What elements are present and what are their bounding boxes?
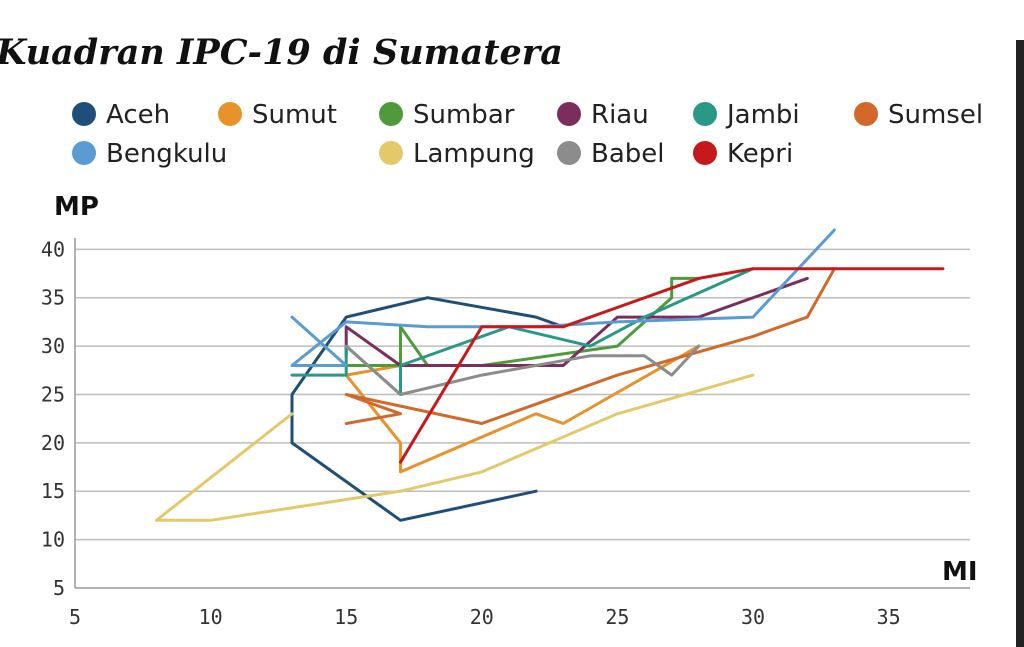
series-lines xyxy=(154,228,945,522)
y-tick-labels: 5 10 15 20 25 30 35 40 xyxy=(41,237,65,600)
legend-swatch-aceh xyxy=(72,102,96,126)
legend-item-riau: Riau xyxy=(557,100,649,130)
legend-item-jambi: Jambi xyxy=(693,100,800,130)
y-tick-25: 25 xyxy=(41,382,65,406)
series-line-aceh xyxy=(290,296,565,522)
x-tick-labels: 5 10 15 20 25 30 35 xyxy=(69,605,901,629)
legend-swatch-sumbar xyxy=(379,102,403,126)
legend-label-riau: Riau xyxy=(591,100,649,130)
legend-label-jambi: Jambi xyxy=(725,100,800,130)
legend-swatch-jambi xyxy=(693,102,717,126)
legend-label-sumut: Sumut xyxy=(252,100,337,130)
series-line-kepri xyxy=(399,267,945,464)
legend-label-bengkulu: Bengkulu xyxy=(106,139,227,169)
series-line-bengkulu xyxy=(290,228,836,367)
series-line-sumut xyxy=(344,344,701,474)
legend-item-kepri: Kepri xyxy=(693,139,793,169)
legend-item-sumsel: Sumsel xyxy=(854,100,983,130)
legend-swatch-sumut xyxy=(218,102,242,126)
chart-title: Kuadran IPC-19 di Sumatera xyxy=(0,32,563,73)
y-tick-5: 5 xyxy=(53,576,65,600)
x-tick-30: 30 xyxy=(741,605,765,629)
series-line-sumsel xyxy=(344,267,836,425)
y-tick-35: 35 xyxy=(41,286,65,310)
x-tick-15: 15 xyxy=(334,605,358,629)
x-tick-5: 5 xyxy=(69,605,81,629)
series-line-babel xyxy=(344,344,701,396)
legend-label-kepri: Kepri xyxy=(727,139,793,169)
legend-label-babel: Babel xyxy=(591,139,665,169)
legend-swatch-babel xyxy=(557,141,581,165)
right-edge-bar xyxy=(1016,40,1024,647)
y-tick-15: 15 xyxy=(41,479,65,503)
y-axis-title: MP xyxy=(54,192,99,222)
legend-swatch-riau xyxy=(557,102,581,126)
y-tick-40: 40 xyxy=(41,237,65,261)
x-axis-title: MI xyxy=(942,557,978,587)
x-tick-20: 20 xyxy=(470,605,494,629)
legend-label-lampung: Lampung xyxy=(413,139,535,169)
legend-swatch-kepri xyxy=(693,141,717,165)
legend-swatch-sumsel xyxy=(854,102,878,126)
series-line-jambi xyxy=(290,267,755,396)
x-tick-10: 10 xyxy=(199,605,223,629)
legend-item-sumbar: Sumbar xyxy=(379,100,515,130)
x-tick-25: 25 xyxy=(605,605,629,629)
grid xyxy=(74,238,970,589)
y-tick-10: 10 xyxy=(41,528,65,552)
legend-swatch-bengkulu xyxy=(72,141,96,165)
series-line-lampung xyxy=(154,373,755,522)
y-tick-20: 20 xyxy=(41,431,65,455)
legend-item-babel: Babel xyxy=(557,139,665,169)
legend-swatch-lampung xyxy=(379,141,403,165)
legend-item-lampung: Lampung xyxy=(379,139,535,169)
legend-label-sumbar: Sumbar xyxy=(413,100,515,130)
legend-label-sumsel: Sumsel xyxy=(888,100,983,130)
x-tick-35: 35 xyxy=(877,605,901,629)
legend-item-aceh: Aceh xyxy=(72,100,170,130)
legend-label-aceh: Aceh xyxy=(106,100,170,130)
series-line-riau xyxy=(344,276,809,367)
y-tick-30: 30 xyxy=(41,334,65,358)
legend-item-sumut: Sumut xyxy=(218,100,337,130)
legend-item-bengkulu: Bengkulu xyxy=(72,139,227,169)
legend: Aceh Sumut Sumbar Riau Jambi Sumsel Bengkulu La… xyxy=(72,100,983,169)
